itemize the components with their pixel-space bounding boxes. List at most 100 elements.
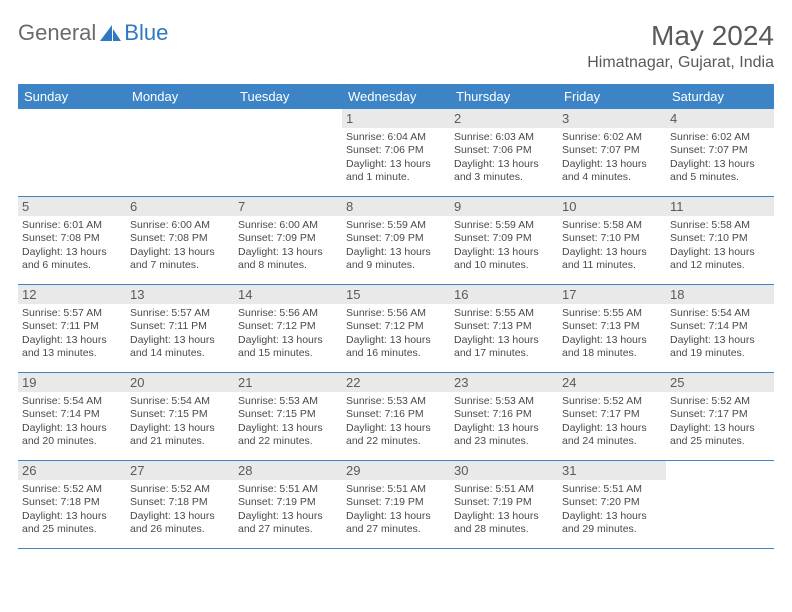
calendar-day-cell <box>234 109 342 197</box>
day-number: 19 <box>18 373 126 392</box>
day-info: Sunrise: 6:01 AMSunset: 7:08 PMDaylight:… <box>22 219 122 273</box>
day-info: Sunrise: 6:00 AMSunset: 7:08 PMDaylight:… <box>130 219 230 273</box>
day-number: 23 <box>450 373 558 392</box>
calendar-day-cell: 28Sunrise: 5:51 AMSunset: 7:19 PMDayligh… <box>234 461 342 549</box>
calendar-day-cell: 9 Sunrise: 5:59 AMSunset: 7:09 PMDaylight… <box>450 197 558 285</box>
logo-sail-icon <box>98 23 122 43</box>
calendar-day-cell: 18 Sunrise: 5:54 AMSunset: 7:14 PMDayligh… <box>666 285 774 373</box>
day-number: 3 <box>558 109 666 128</box>
calendar-day-cell: 1Sunrise: 6:04 AMSunset: 7:06 PMDaylight… <box>342 109 450 197</box>
calendar-day-cell: 27Sunrise: 5:52 AMSunset: 7:18 PMDayligh… <box>126 461 234 549</box>
day-info: Sunrise: 5:53 AMSunset: 7:16 PMDaylight:… <box>454 395 554 449</box>
day-info: Sunrise: 5:52 AMSunset: 7:17 PMDaylight:… <box>562 395 662 449</box>
logo: General Blue <box>18 20 168 46</box>
day-info: Sunrise: 5:52 AMSunset: 7:18 PMDaylight:… <box>22 483 122 537</box>
calendar-day-cell: 19 Sunrise: 5:54 AMSunset: 7:14 PMDayligh… <box>18 373 126 461</box>
day-number: 21 <box>234 373 342 392</box>
weekday-header: Thursday <box>450 84 558 109</box>
weekday-header: Monday <box>126 84 234 109</box>
calendar-week-row: 19 Sunrise: 5:54 AMSunset: 7:14 PMDayligh… <box>18 373 774 461</box>
calendar-day-cell: 12Sunrise: 5:57 AMSunset: 7:11 PMDayligh… <box>18 285 126 373</box>
day-info: Sunrise: 5:58 AMSunset: 7:10 PMDaylight:… <box>670 219 770 273</box>
logo-text-left: General <box>18 20 96 46</box>
calendar-day-cell: 21 Sunrise: 5:53 AMSunset: 7:15 PMDayligh… <box>234 373 342 461</box>
calendar-week-row: 5 Sunrise: 6:01 AMSunset: 7:08 PMDaylight… <box>18 197 774 285</box>
header: General Blue May 2024 Himatnagar, Gujara… <box>18 20 774 72</box>
calendar-day-cell: 8Sunrise: 5:59 AMSunset: 7:09 PMDaylight… <box>342 197 450 285</box>
calendar-body: 1Sunrise: 6:04 AMSunset: 7:06 PMDaylight… <box>18 109 774 549</box>
day-number: 13 <box>126 285 234 304</box>
logo-text-right: Blue <box>124 20 168 46</box>
day-number: 1 <box>342 109 450 128</box>
day-info: Sunrise: 5:54 AMSunset: 7:14 PMDaylight:… <box>22 395 122 449</box>
day-info: Sunrise: 5:57 AMSunset: 7:11 PMDaylight:… <box>130 307 230 361</box>
day-info: Sunrise: 6:03 AMSunset: 7:06 PMDaylight:… <box>454 131 554 185</box>
day-info: Sunrise: 5:59 AMSunset: 7:09 PMDaylight:… <box>454 219 554 273</box>
calendar-week-row: 1Sunrise: 6:04 AMSunset: 7:06 PMDaylight… <box>18 109 774 197</box>
weekday-header: Sunday <box>18 84 126 109</box>
day-info: Sunrise: 6:02 AMSunset: 7:07 PMDaylight:… <box>670 131 770 185</box>
day-info: Sunrise: 6:00 AMSunset: 7:09 PMDaylight:… <box>238 219 338 273</box>
calendar-table: SundayMondayTuesdayWednesdayThursdayFrid… <box>18 84 774 549</box>
day-number: 24 <box>558 373 666 392</box>
calendar-day-cell <box>18 109 126 197</box>
day-number: 4 <box>666 109 774 128</box>
calendar-day-cell: 24 Sunrise: 5:52 AMSunset: 7:17 PMDayligh… <box>558 373 666 461</box>
weekday-header: Friday <box>558 84 666 109</box>
day-info: Sunrise: 5:56 AMSunset: 7:12 PMDaylight:… <box>346 307 446 361</box>
day-number: 29 <box>342 461 450 480</box>
day-info: Sunrise: 5:51 AMSunset: 7:19 PMDaylight:… <box>454 483 554 537</box>
day-info: Sunrise: 5:56 AMSunset: 7:12 PMDaylight:… <box>238 307 338 361</box>
weekday-header: Saturday <box>666 84 774 109</box>
calendar-day-cell: 15Sunrise: 5:56 AMSunset: 7:12 PMDayligh… <box>342 285 450 373</box>
calendar-day-cell: 11 Sunrise: 5:58 AMSunset: 7:10 PMDayligh… <box>666 197 774 285</box>
day-info: Sunrise: 5:53 AMSunset: 7:15 PMDaylight:… <box>238 395 338 449</box>
month-title: May 2024 <box>587 20 774 52</box>
day-number: 18 <box>666 285 774 304</box>
calendar-day-cell: 30 Sunrise: 5:51 AMSunset: 7:19 PMDayligh… <box>450 461 558 549</box>
day-number: 14 <box>234 285 342 304</box>
location: Himatnagar, Gujarat, India <box>587 54 774 72</box>
day-number: 31 <box>558 461 666 480</box>
day-info: Sunrise: 5:54 AMSunset: 7:14 PMDaylight:… <box>670 307 770 361</box>
calendar-day-cell: 6Sunrise: 6:00 AMSunset: 7:08 PMDaylight… <box>126 197 234 285</box>
day-info: Sunrise: 5:52 AMSunset: 7:17 PMDaylight:… <box>670 395 770 449</box>
day-number: 11 <box>666 197 774 216</box>
calendar-week-row: 12Sunrise: 5:57 AMSunset: 7:11 PMDayligh… <box>18 285 774 373</box>
day-info: Sunrise: 5:57 AMSunset: 7:11 PMDaylight:… <box>22 307 122 361</box>
calendar-day-cell: 20Sunrise: 5:54 AMSunset: 7:15 PMDayligh… <box>126 373 234 461</box>
calendar-day-cell <box>666 461 774 549</box>
day-info: Sunrise: 5:58 AMSunset: 7:10 PMDaylight:… <box>562 219 662 273</box>
calendar-header-row: SundayMondayTuesdayWednesdayThursdayFrid… <box>18 84 774 109</box>
calendar-day-cell: 13 Sunrise: 5:57 AMSunset: 7:11 PMDayligh… <box>126 285 234 373</box>
calendar-page: General Blue May 2024 Himatnagar, Gujara… <box>0 0 792 612</box>
day-number: 27 <box>126 461 234 480</box>
calendar-day-cell: 7 Sunrise: 6:00 AMSunset: 7:09 PMDaylight… <box>234 197 342 285</box>
day-number: 2 <box>450 109 558 128</box>
day-number: 22 <box>342 373 450 392</box>
day-number: 26 <box>18 461 126 480</box>
day-info: Sunrise: 6:02 AMSunset: 7:07 PMDaylight:… <box>562 131 662 185</box>
day-info: Sunrise: 5:59 AMSunset: 7:09 PMDaylight:… <box>346 219 446 273</box>
calendar-day-cell: 17Sunrise: 5:55 AMSunset: 7:13 PMDayligh… <box>558 285 666 373</box>
day-number: 5 <box>18 197 126 216</box>
day-number: 9 <box>450 197 558 216</box>
day-number: 20 <box>126 373 234 392</box>
day-number: 28 <box>234 461 342 480</box>
day-info: Sunrise: 5:55 AMSunset: 7:13 PMDaylight:… <box>454 307 554 361</box>
calendar-day-cell: 2 Sunrise: 6:03 AMSunset: 7:06 PMDaylight… <box>450 109 558 197</box>
calendar-day-cell <box>126 109 234 197</box>
day-number: 30 <box>450 461 558 480</box>
calendar-day-cell: 23 Sunrise: 5:53 AMSunset: 7:16 PMDayligh… <box>450 373 558 461</box>
day-number: 10 <box>558 197 666 216</box>
day-number: 25 <box>666 373 774 392</box>
calendar-day-cell: 16 Sunrise: 5:55 AMSunset: 7:13 PMDayligh… <box>450 285 558 373</box>
day-number: 16 <box>450 285 558 304</box>
calendar-day-cell: 10 Sunrise: 5:58 AMSunset: 7:10 PMDayligh… <box>558 197 666 285</box>
weekday-header: Tuesday <box>234 84 342 109</box>
calendar-day-cell: 26 Sunrise: 5:52 AMSunset: 7:18 PMDayligh… <box>18 461 126 549</box>
day-info: Sunrise: 5:53 AMSunset: 7:16 PMDaylight:… <box>346 395 446 449</box>
day-number: 7 <box>234 197 342 216</box>
title-block: May 2024 Himatnagar, Gujarat, India <box>587 20 774 72</box>
day-info: Sunrise: 5:51 AMSunset: 7:19 PMDaylight:… <box>346 483 446 537</box>
